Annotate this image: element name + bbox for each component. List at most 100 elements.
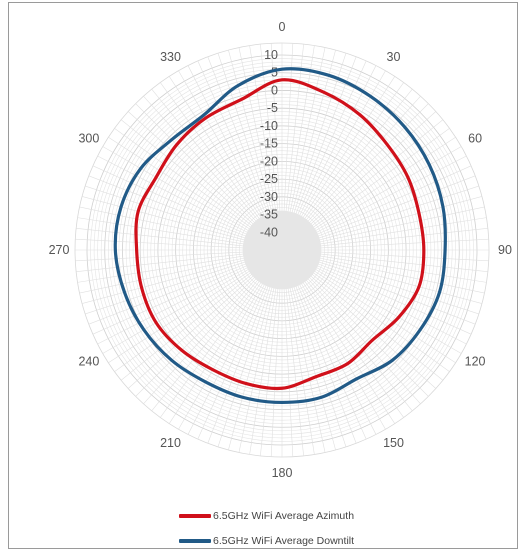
grid-spoke <box>318 185 479 239</box>
grid-spoke <box>307 95 421 222</box>
grid-spoke <box>289 288 326 453</box>
grid-spoke <box>307 278 421 405</box>
grid-spoke <box>143 278 257 405</box>
grid-spoke <box>297 285 367 440</box>
radial-label: -15 <box>260 137 278 151</box>
angle-label: 270 <box>49 243 70 257</box>
angular-grid <box>75 43 489 457</box>
grid-spoke <box>320 253 488 272</box>
grid-spoke <box>143 95 257 222</box>
grid-spoke <box>217 53 271 214</box>
grid-spoke <box>76 228 244 247</box>
grid-spoke <box>309 103 429 223</box>
grid-spoke <box>285 288 304 456</box>
grid-spoke <box>151 88 258 220</box>
grid-spoke <box>114 272 251 372</box>
angle-labels: 0 30 60 90 120 150 180 210 240 270 300 330 <box>49 20 512 480</box>
grid-spoke <box>287 288 315 455</box>
grid-spoke <box>291 287 336 451</box>
grid-spoke <box>283 43 294 212</box>
grid-spoke <box>270 288 281 457</box>
grid-spoke <box>127 275 254 389</box>
grid-spoke <box>291 49 336 213</box>
grid-spoke <box>317 265 472 335</box>
grid-spoke <box>302 76 395 218</box>
grid-spoke <box>197 60 267 215</box>
grid-spoke <box>169 76 262 218</box>
grid-spoke <box>318 175 476 237</box>
grid-spoke <box>92 165 247 235</box>
grid-spoke <box>316 155 467 233</box>
grid-spoke <box>102 146 249 231</box>
grid-spoke <box>320 206 485 243</box>
grid-spoke <box>92 265 247 335</box>
grid-spoke <box>81 259 245 304</box>
grid-spoke <box>187 284 265 435</box>
grid-spoke <box>238 47 275 212</box>
grid-spoke <box>228 287 273 451</box>
legend-item-azimuth: 6.5GHz WiFi Average Azimuth <box>179 508 509 524</box>
grid-spoke <box>249 288 277 455</box>
grid-spoke <box>217 286 271 447</box>
grid-spoke <box>120 119 252 226</box>
grid-spoke <box>178 283 263 430</box>
grid-spoke <box>228 49 273 213</box>
radial-label: -20 <box>260 154 278 168</box>
polar-chart: 0 30 60 90 120 150 180 210 240 270 300 330 10 5 0 -5 -1… <box>49 20 512 480</box>
grid-spoke <box>289 47 326 212</box>
grid-spoke <box>312 119 444 226</box>
grid-spoke <box>317 165 472 235</box>
grid-spoke <box>127 111 254 225</box>
radial-labels: 10 5 0 -5 -10 -15 -20 -25 -30 -35 -40 <box>260 48 278 239</box>
grid-spoke <box>320 255 487 283</box>
grid-spoke <box>151 280 258 412</box>
radial-label: -25 <box>260 172 278 186</box>
radial-label: -30 <box>260 190 278 204</box>
grid-spoke <box>178 70 263 217</box>
grid-spoke <box>169 282 262 424</box>
grid-spoke <box>313 128 450 228</box>
legend-swatch-downtilt <box>179 539 211 543</box>
grid-spoke <box>81 196 245 241</box>
angle-label: 30 <box>387 50 401 64</box>
grid-spoke <box>102 269 249 354</box>
angle-label: 60 <box>468 132 482 146</box>
grid-spoke <box>304 82 404 219</box>
angle-label: 120 <box>465 355 486 369</box>
grid-spoke <box>306 88 413 220</box>
grid-spoke <box>283 288 294 457</box>
angle-label: 210 <box>160 436 181 450</box>
legend: 6.5GHz WiFi Average Azimuth 6.5GHz WiFi … <box>179 508 509 558</box>
grid-spoke <box>85 261 246 315</box>
grid-spoke <box>207 286 269 444</box>
grid-spoke <box>320 251 489 262</box>
angle-label: 300 <box>78 132 99 146</box>
radial-label: -40 <box>260 225 278 239</box>
grid-spoke <box>301 70 386 217</box>
grid-spoke <box>77 217 244 245</box>
grid-spoke <box>120 274 252 381</box>
grid-spoke <box>318 263 476 325</box>
grid-spoke <box>97 155 248 233</box>
radial-label: 10 <box>264 48 278 62</box>
angle-label: 330 <box>160 50 181 64</box>
grid-spoke <box>320 257 485 294</box>
angle-label: 240 <box>78 355 99 369</box>
grid-spoke <box>260 288 279 456</box>
grid-spoke <box>299 284 377 435</box>
radial-label: 0 <box>271 84 278 98</box>
grid-spoke <box>187 65 265 216</box>
grid-spoke <box>314 137 456 230</box>
legend-label-downtilt: 6.5GHz WiFi Average Downtilt <box>213 535 355 547</box>
grid-spoke <box>315 269 462 354</box>
grid-spoke <box>293 286 347 447</box>
grid-spoke <box>75 238 244 249</box>
grid-spoke <box>320 238 489 249</box>
legend-item-downtilt: 6.5GHz WiFi Average Downtilt <box>179 533 509 549</box>
grid-spoke <box>302 282 395 424</box>
grid-spoke <box>309 277 429 397</box>
grid-spoke <box>79 257 244 294</box>
radial-label: -5 <box>267 101 278 115</box>
grid-spoke <box>135 277 255 397</box>
grid-spoke <box>76 253 244 272</box>
